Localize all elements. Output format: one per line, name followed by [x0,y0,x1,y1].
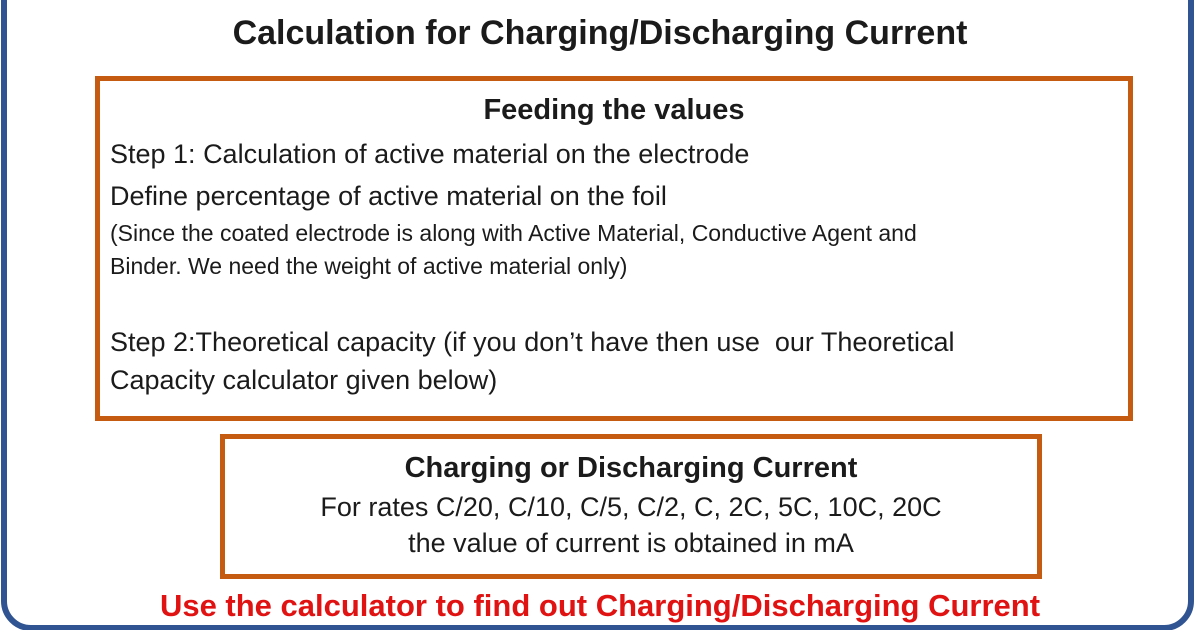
text-line-step1: Step 1: Calculation of active material o… [110,139,750,169]
feeding-values-box: Feeding the values Step 1: Calculation o… [95,76,1133,421]
footer-cta-text: Use the calculator to find out Charging/… [159,588,1041,623]
text-line-current-unit: the value of current is obtained in mA [408,528,854,558]
text-line-define-percentage: Define percentage of active material on … [110,181,667,211]
text-line-step2-1: Step 2:Theoretical capacity (if you don’… [110,327,955,357]
text-line-note-1: (Since the coated electrode is along wit… [110,220,917,246]
charging-current-box: Charging or Discharging Current For rate… [220,434,1042,579]
text-line-note-2: Binder. We need the weight of active mat… [110,253,628,279]
text-line-step2-2: Capacity calculator given below) [110,365,498,395]
page-title: Calculation for Charging/Discharging Cur… [232,14,968,52]
blank-line-spacer [110,283,1118,323]
text-line-rates: For rates C/20, C/10, C/5, C/2, C, 2C, 5… [320,492,942,522]
charging-current-heading: Charging or Discharging Current [404,452,858,484]
feeding-values-heading: Feeding the values [483,94,745,126]
